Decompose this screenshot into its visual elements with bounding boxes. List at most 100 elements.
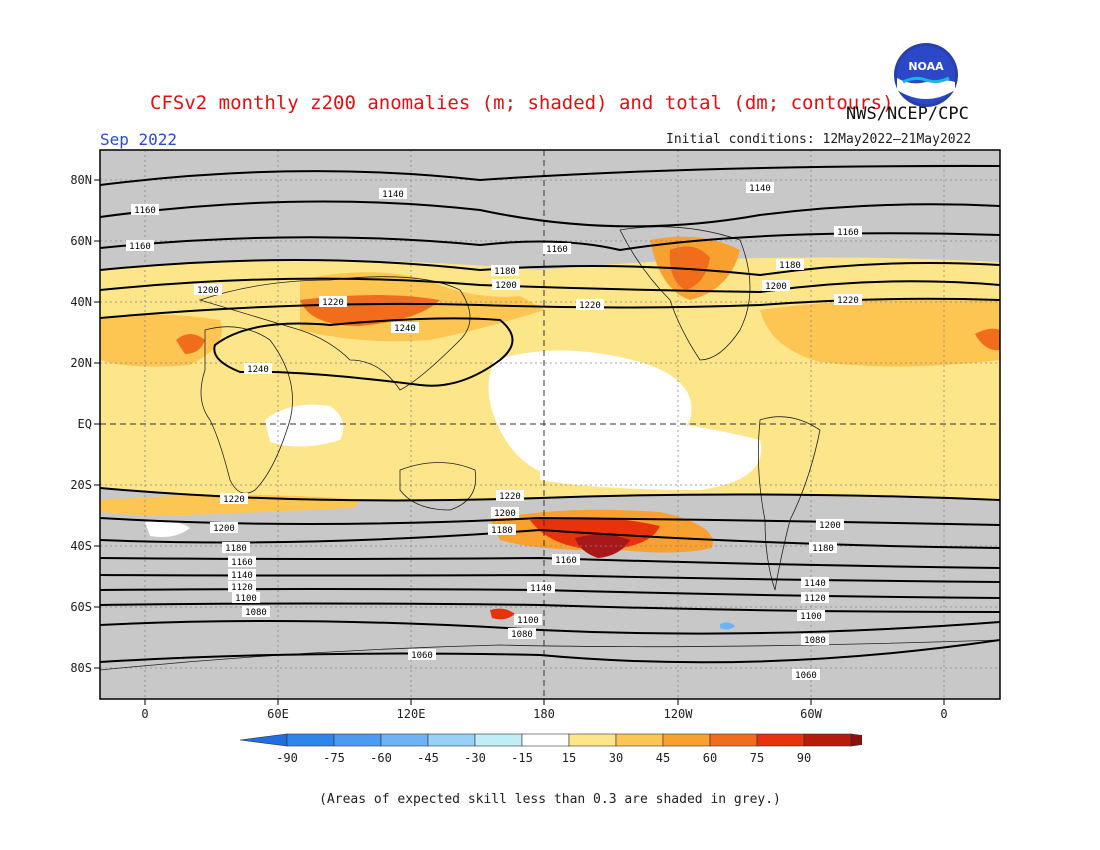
contour-label: 1200 [494, 509, 516, 519]
contour-label: 1180 [812, 544, 834, 554]
contour-label: 1140 [382, 190, 404, 200]
anomaly-60-75-sahara [176, 334, 205, 354]
map-plot-area: 1140 1140 1160 1160 1160 1160 1180 1180 … [100, 150, 1000, 699]
contour-label: 1160 [555, 556, 577, 566]
anomaly-30-45-africa [100, 314, 222, 367]
contour-label: 1100 [517, 616, 539, 626]
colorbar-label: 90 [797, 751, 811, 765]
colorbar-label: 75 [750, 751, 764, 765]
colorbar-label: -60 [370, 751, 392, 765]
latitude-labels: 80N 60N 40N 20N EQ 20S 40S 60S 80S [70, 173, 92, 675]
contour-label: 1140 [231, 571, 253, 581]
contour-label: 1100 [235, 594, 257, 604]
initial-conditions: Initial conditions: 12May2022–21May2022 [666, 132, 972, 147]
contour-label: 1140 [804, 579, 826, 589]
forecast-month: Sep 2022 [100, 130, 178, 149]
colorbar-swatch [427, 733, 476, 747]
colorbar-swatches [240, 733, 862, 747]
skill-note: (Areas of expected skill less than 0.3 a… [319, 792, 781, 807]
contour-label: 1220 [499, 492, 521, 502]
colorbar-swatch [240, 733, 288, 747]
contour-label: 1060 [795, 671, 817, 681]
lat-label: 80S [70, 661, 92, 675]
anomaly-negative-bellingshausen [720, 622, 735, 630]
colorbar-swatch [803, 733, 852, 747]
colorbar-swatch [521, 733, 570, 747]
colorbar-label: -45 [417, 751, 439, 765]
colorbar-swatch [662, 733, 711, 747]
colorbar-swatch [380, 733, 429, 747]
lat-label: EQ [78, 417, 92, 431]
lon-label: 120E [397, 707, 426, 721]
contour-label: 1220 [322, 298, 344, 308]
lat-label: 60S [70, 600, 92, 614]
lat-label: 20N [70, 356, 92, 370]
axis-ticks [94, 179, 945, 705]
lon-label: 0 [141, 707, 148, 721]
anomaly-near-zero-east-pacific [540, 417, 762, 490]
colorbar-swatch [709, 733, 758, 747]
contour-labels: 1140 1140 1160 1160 1160 1160 1180 1180 … [126, 182, 862, 681]
contour-label: 1060 [411, 651, 433, 661]
contour-label: 1180 [491, 526, 513, 536]
graticule [100, 150, 1000, 699]
colorbar-legend: -90 -75 -60 -45 -30 -15 15 30 45 60 75 9… [240, 733, 862, 765]
logo-text: NOAA [908, 60, 944, 73]
contour-label: 1160 [546, 245, 568, 255]
contour-label: 1180 [225, 544, 247, 554]
colorbar-label: 30 [609, 751, 623, 765]
colorbar-swatch [474, 733, 523, 747]
contour-label: 1220 [579, 301, 601, 311]
contour-label: 1200 [495, 281, 517, 291]
contour-label: 1080 [245, 608, 267, 618]
contour-label: 1240 [394, 324, 416, 334]
anomaly-30-45-atlantic [760, 299, 1000, 367]
contour-label: 1180 [494, 267, 516, 277]
colorbar-label: -15 [511, 751, 533, 765]
noaa-logo: NOAA [894, 43, 958, 107]
contour-label: 1220 [837, 296, 859, 306]
contour-label: 1200 [197, 286, 219, 296]
longitude-labels: 0 60E 120E 180 120W 60W 0 [141, 707, 947, 721]
lon-label: 0 [940, 707, 947, 721]
contour-label: 1140 [530, 584, 552, 594]
contour-label: 1200 [765, 282, 787, 292]
lon-label: 60W [800, 707, 822, 721]
contour-label: 1160 [134, 206, 156, 216]
lat-label: 40S [70, 539, 92, 553]
lon-label: 60E [267, 707, 289, 721]
colorbar-label: -30 [464, 751, 486, 765]
contour-label: 1220 [223, 495, 245, 505]
anomaly-near-zero-south-atlantic [145, 520, 190, 537]
colorbar-label: -90 [276, 751, 298, 765]
lat-label: 20S [70, 478, 92, 492]
contour-label: 1100 [800, 612, 822, 622]
grey-skill-mask-south [100, 494, 1000, 699]
contour-label: 1200 [213, 524, 235, 534]
contour-label: 1200 [819, 521, 841, 531]
contour-label: 1120 [804, 594, 826, 604]
anomaly-gt-90-south-pacific [575, 534, 630, 558]
lon-label: 180 [533, 707, 555, 721]
colorbar-swatch [568, 733, 617, 747]
colorbar-label: 15 [562, 751, 576, 765]
colorbar-swatch [850, 733, 862, 747]
lat-label: 80N [70, 173, 92, 187]
contour-label: 1160 [231, 558, 253, 568]
contour-label: 1160 [129, 242, 151, 252]
contour-label: 1160 [837, 228, 859, 238]
anomaly-75-90-ross-sea [490, 608, 515, 620]
lat-label: 60N [70, 234, 92, 248]
lat-label: 40N [70, 295, 92, 309]
lon-label: 120W [664, 707, 694, 721]
contour-label: 1080 [511, 630, 533, 640]
colorbar-swatch [756, 733, 805, 747]
contour-label: 1180 [779, 261, 801, 271]
contour-label: 1080 [804, 636, 826, 646]
contour-label: 1120 [231, 583, 253, 593]
contour-label: 1240 [247, 365, 269, 375]
colorbar-label: -75 [323, 751, 345, 765]
agency-label: NWS/NCEP/CPC [846, 104, 969, 124]
colorbar-swatch [615, 733, 664, 747]
